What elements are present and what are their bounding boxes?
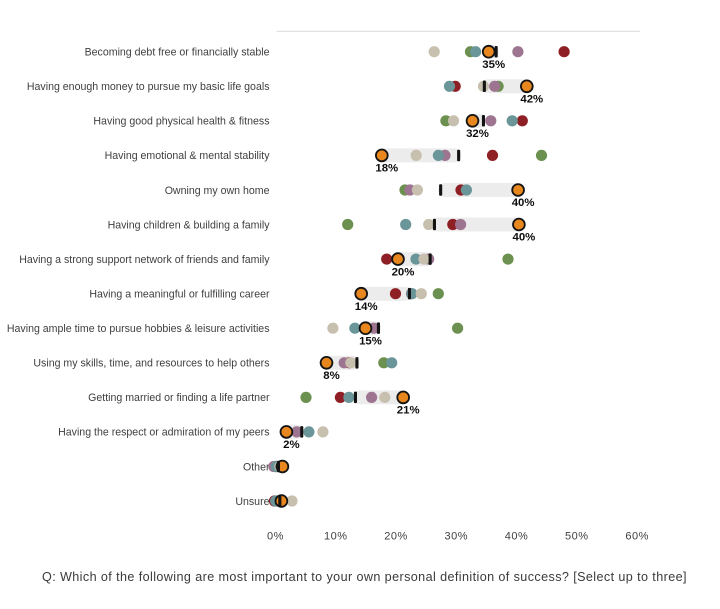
svg-text:15%: 15% — [359, 335, 382, 347]
svg-text:21%: 21% — [397, 405, 420, 417]
svg-text:Having a strong support networ: Having a strong support network of frien… — [19, 254, 270, 266]
svg-text:60%: 60% — [625, 531, 649, 543]
svg-text:Becoming debt free or financia: Becoming debt free or financially stable — [85, 47, 270, 59]
svg-text:Having enough money to pursue: Having enough money to pursue my basic l… — [27, 81, 270, 93]
svg-text:Having good physical health &: Having good physical health & fitness — [93, 116, 269, 128]
svg-text:0%: 0% — [267, 531, 284, 543]
svg-text:40%: 40% — [512, 197, 535, 209]
svg-text:18%: 18% — [375, 163, 398, 175]
svg-text:10%: 10% — [324, 531, 348, 543]
svg-text:20%: 20% — [392, 266, 415, 278]
svg-text:Owning my own home: Owning my own home — [165, 185, 270, 197]
svg-text:40%: 40% — [505, 531, 529, 543]
svg-text:40%: 40% — [512, 232, 535, 244]
svg-text:Having the respect or admirati: Having the respect or admiration of my p… — [58, 427, 269, 439]
svg-text:30%: 30% — [445, 531, 469, 543]
svg-text:Having a meaningful or fulfill: Having a meaningful or fulfilling career — [89, 289, 270, 301]
svg-text:2%: 2% — [283, 439, 299, 451]
svg-text:42%: 42% — [520, 94, 543, 106]
svg-text:Getting married or finding a l: Getting married or finding a life partne… — [88, 392, 270, 404]
svg-text:Unsure: Unsure — [235, 496, 269, 508]
svg-text:8%: 8% — [323, 370, 339, 382]
svg-text:14%: 14% — [355, 301, 378, 313]
svg-text:32%: 32% — [466, 128, 489, 140]
svg-text:Having ample time to pursue ho: Having ample time to pursue hobbies & le… — [7, 323, 270, 335]
svg-text:Having emotional & mental stab: Having emotional & mental stability — [105, 150, 271, 162]
svg-text:Having children & building a f: Having children & building a family — [108, 219, 271, 231]
svg-text:Other: Other — [243, 461, 270, 473]
svg-text:20%: 20% — [384, 531, 408, 543]
svg-text:Using my skills, time, and res: Using my skills, time, and resources to … — [33, 358, 269, 370]
svg-text:35%: 35% — [482, 59, 505, 71]
svg-text:50%: 50% — [565, 531, 589, 543]
